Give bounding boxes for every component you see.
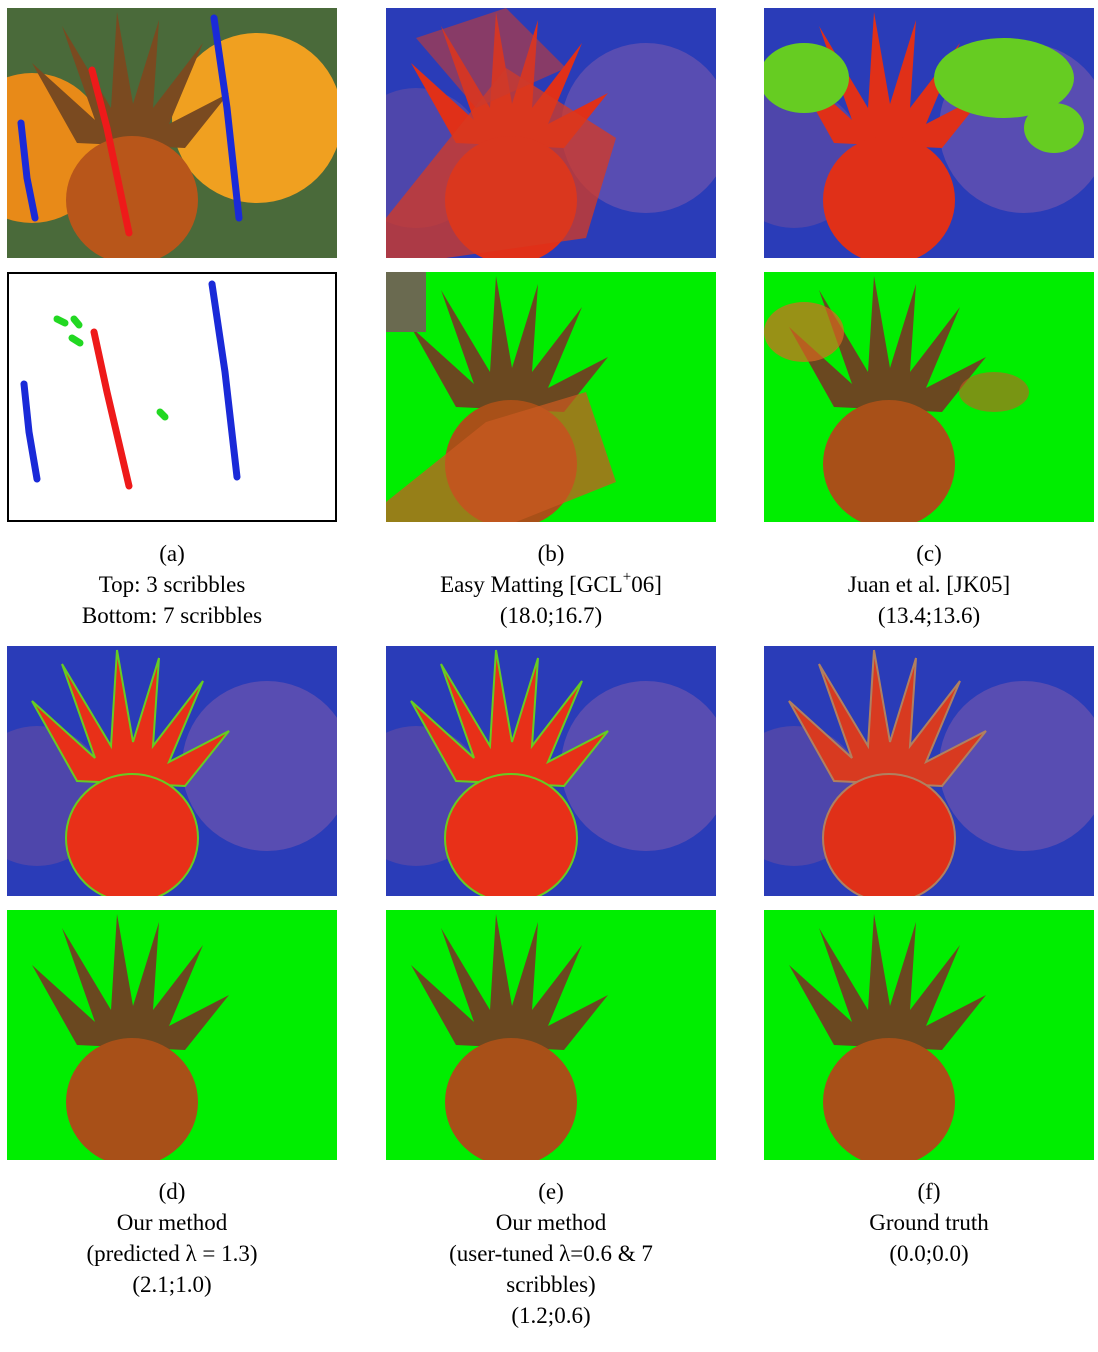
caption: (e) Our method (user-tuned λ=0.6 & 7 scr… — [371, 1176, 731, 1331]
caption: (b) Easy Matting [GCL+06] (18.0;16.7) — [371, 538, 731, 631]
caption-line: Top: 3 scribbles — [0, 569, 352, 600]
caption-label: (c) — [749, 538, 1098, 569]
caption-text: 06] — [631, 572, 662, 597]
pineapple-body — [445, 774, 577, 896]
pineapple-body — [66, 136, 198, 258]
caption-text: Easy Matting [GCL — [440, 572, 623, 597]
caption: (c) Juan et al. [JK05] (13.4;13.6) — [749, 538, 1098, 631]
caption: (f) Ground truth (0.0;0.0) — [749, 1176, 1098, 1269]
result-image — [7, 8, 337, 258]
pineapple-body — [823, 400, 955, 522]
result-image — [764, 272, 1094, 522]
caption-line: (13.4;13.6) — [749, 600, 1098, 631]
caption: (d) Our method (predicted λ = 1.3) (2.1;… — [0, 1176, 352, 1300]
scribble — [160, 412, 165, 417]
error-region — [386, 272, 426, 332]
result-image — [386, 8, 716, 258]
caption-line: (user-tuned λ=0.6 & 7 — [371, 1238, 731, 1269]
pineapple-body — [66, 1038, 198, 1160]
caption-line: Ground truth — [749, 1207, 1098, 1238]
frame — [8, 273, 336, 521]
caption-line: scribbles) — [371, 1269, 731, 1300]
result-image — [386, 646, 716, 896]
caption-label: (f) — [749, 1176, 1098, 1207]
pineapple-body — [823, 774, 955, 896]
caption-line: (1.2;0.6) — [371, 1300, 731, 1331]
caption-line: (predicted λ = 1.3) — [0, 1238, 352, 1269]
caption: (a) Top: 3 scribbles Bottom: 7 scribbles — [0, 538, 352, 631]
caption-line: Juan et al. [JK05] — [749, 569, 1098, 600]
result-image — [7, 910, 337, 1160]
pineapple-body — [66, 774, 198, 896]
caption-label: (b) — [371, 538, 731, 569]
caption-line: Our method — [371, 1207, 731, 1238]
caption-label: (a) — [0, 538, 352, 569]
result-image — [764, 910, 1094, 1160]
caption-line: (2.1;1.0) — [0, 1269, 352, 1300]
result-image — [386, 910, 716, 1160]
caption-label: (e) — [371, 1176, 731, 1207]
scribble — [74, 319, 79, 325]
caption-line: Our method — [0, 1207, 352, 1238]
figure: {"panels": [ {"label": "(a)", "lines": [… — [0, 0, 1098, 1352]
result-image — [386, 272, 716, 522]
pineapple-body — [823, 136, 955, 258]
result-image — [7, 272, 337, 522]
error-region — [959, 372, 1029, 412]
scribble — [57, 319, 65, 323]
caption-line: (18.0;16.7) — [371, 600, 731, 631]
scribble — [72, 338, 80, 343]
error-region — [1024, 103, 1084, 153]
result-image — [764, 646, 1094, 896]
caption-label: (d) — [0, 1176, 352, 1207]
caption-line: Bottom: 7 scribbles — [0, 600, 352, 631]
pineapple-body — [823, 1038, 955, 1160]
result-image — [764, 8, 1094, 258]
pineapple-body — [445, 1038, 577, 1160]
error-region — [764, 302, 844, 362]
result-image — [7, 646, 337, 896]
caption-line: Easy Matting [GCL+06] — [371, 569, 731, 600]
caption-line: (0.0;0.0) — [749, 1238, 1098, 1269]
superscript: + — [623, 569, 631, 585]
